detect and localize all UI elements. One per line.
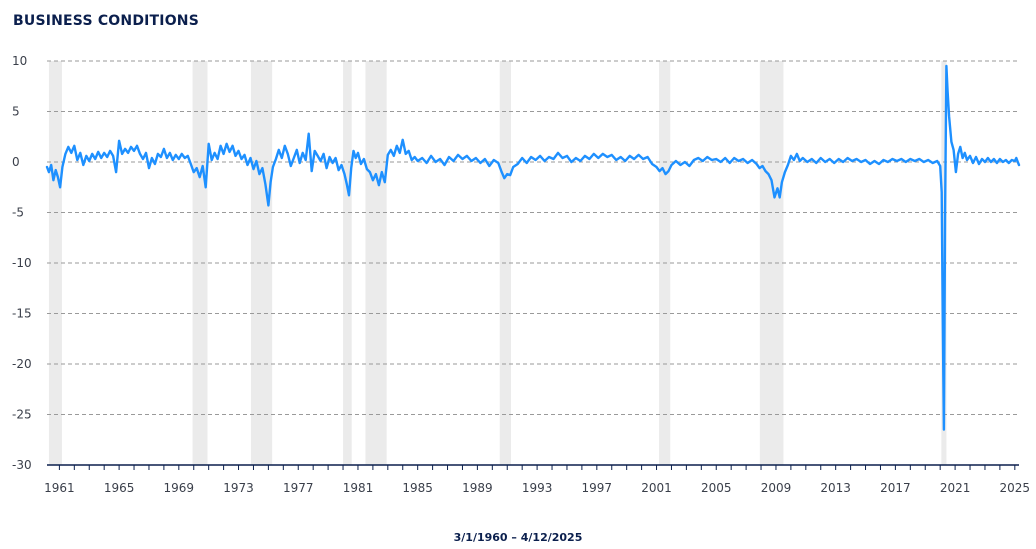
x-tick-label: 2005 [701, 481, 732, 495]
y-tick-label: -30 [12, 458, 32, 472]
x-tick-label: 1973 [223, 481, 254, 495]
x-tick-label: 2013 [820, 481, 851, 495]
date-range-label: 3/1/1960 – 4/12/2025 [453, 531, 583, 544]
x-tick-label: 1989 [462, 481, 493, 495]
recession-band [343, 61, 352, 465]
x-tick-label: 2001 [641, 481, 672, 495]
x-tick-label: 1981 [343, 481, 374, 495]
x-tick-label: 1977 [283, 481, 314, 495]
x-tick-label: 1969 [164, 481, 195, 495]
x-tick-label: 1997 [582, 481, 613, 495]
chart-title: BUSINESS CONDITIONS [13, 13, 200, 29]
series-line [45, 64, 1021, 431]
x-tick-label: 1993 [522, 481, 553, 495]
recession-band [250, 61, 273, 465]
y-tick-label: -20 [12, 357, 32, 371]
y-tick-label: 10 [12, 54, 27, 68]
x-tick-label: 2021 [940, 481, 971, 495]
x-tick-label: 1961 [44, 481, 75, 495]
x-tick-label: 2025 [1000, 481, 1031, 495]
y-tick-label: -5 [12, 206, 24, 220]
x-tick-label: 2009 [761, 481, 792, 495]
y-tick-label: 0 [12, 155, 20, 169]
y-tick-label: -25 [12, 408, 32, 422]
x-tick-label: 1985 [402, 481, 433, 495]
x-tick-label: 1965 [104, 481, 135, 495]
y-axis: 10 5 0 -5 -10 -15 -20 -25 -30 [12, 54, 32, 472]
y-tick-label: -10 [12, 256, 32, 270]
x-tick-label: 2017 [880, 481, 911, 495]
y-tick-label: 5 [12, 105, 20, 119]
gridlines [47, 60, 1019, 415]
x-axis: 1961 1965 1969 1973 1977 1981 1985 1989 1993 1997… [44, 464, 1031, 495]
series-line-group [45, 64, 1021, 431]
y-tick-label: -15 [12, 307, 32, 321]
